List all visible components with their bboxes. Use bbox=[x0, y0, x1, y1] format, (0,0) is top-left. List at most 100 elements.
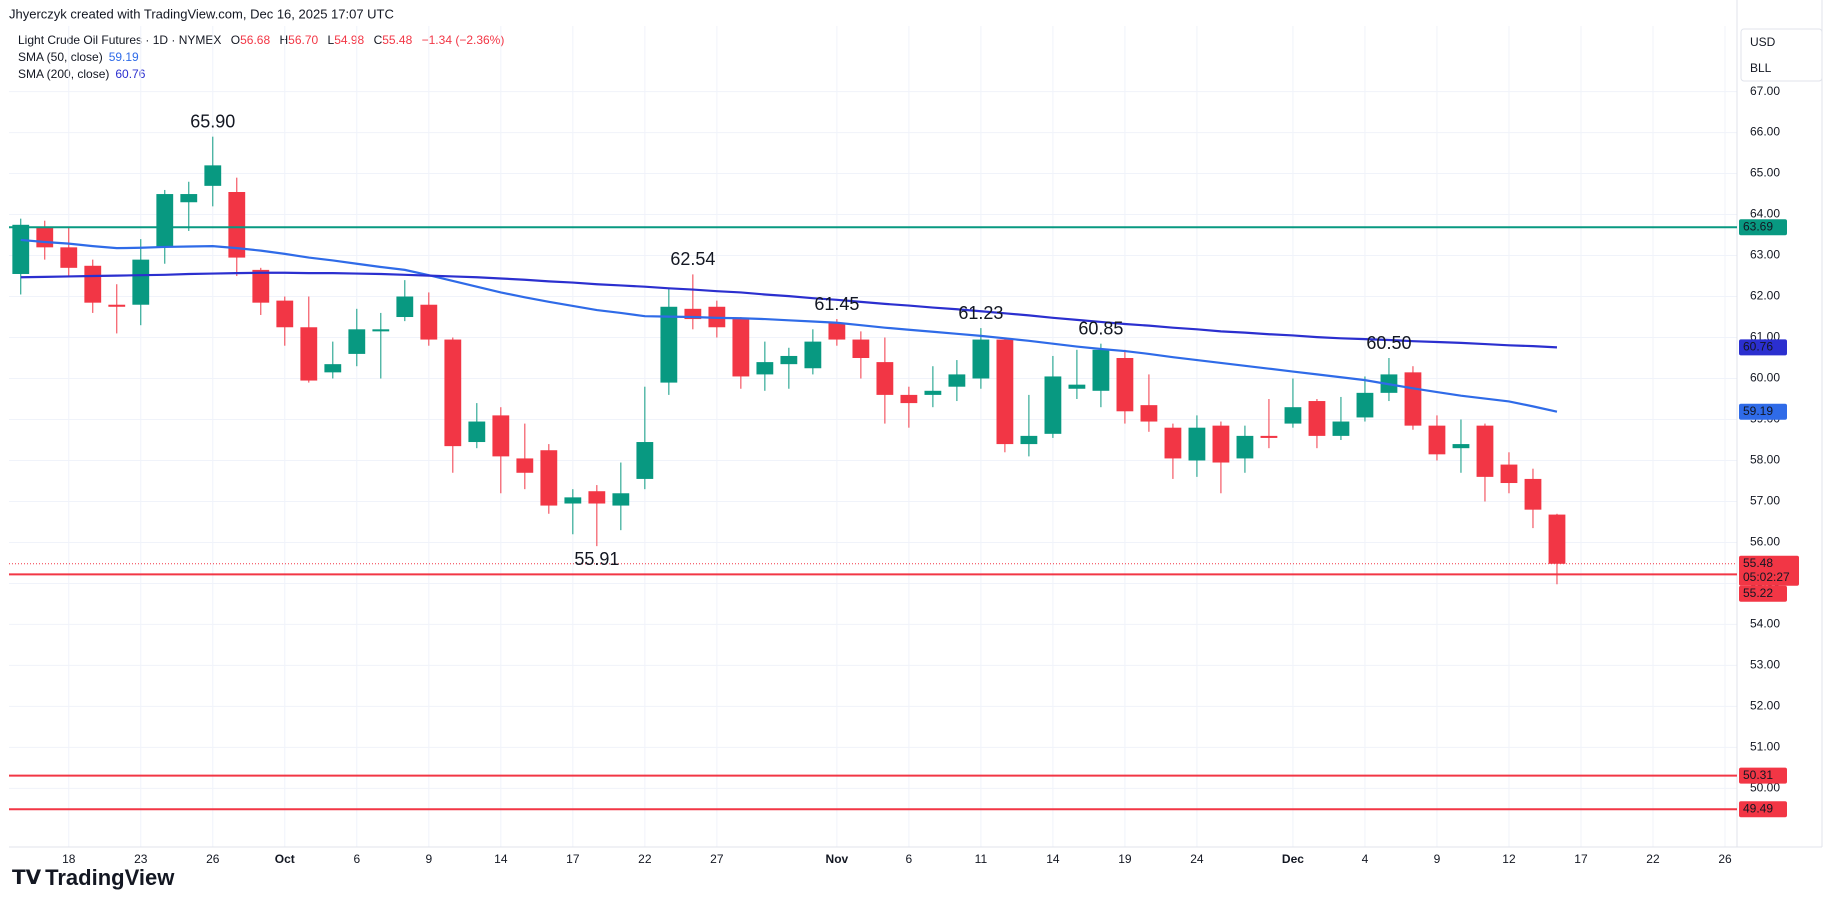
candle-body bbox=[228, 192, 246, 258]
candle-body bbox=[1068, 384, 1086, 389]
x-tick-label: 9 bbox=[1434, 852, 1441, 866]
legend-name: SMA (200, close) bbox=[18, 67, 109, 81]
y-tick-label: 60.00 bbox=[1750, 371, 1780, 385]
x-tick-label: 22 bbox=[638, 852, 652, 866]
candle-body bbox=[300, 327, 318, 381]
h-letter: H bbox=[279, 33, 288, 47]
annotation: 65.90 bbox=[190, 111, 235, 131]
candle-body bbox=[36, 226, 54, 248]
y-tick-label: 57.00 bbox=[1750, 494, 1780, 508]
x-tick-label: Oct bbox=[275, 852, 295, 866]
candle-body bbox=[276, 300, 294, 328]
x-tick-label: 22 bbox=[1646, 852, 1660, 866]
x-tick-label: 24 bbox=[1190, 852, 1204, 866]
countdown-bg bbox=[1739, 555, 1799, 586]
annotation: 60.50 bbox=[1366, 333, 1411, 353]
candle-body bbox=[444, 339, 462, 447]
candle-body bbox=[348, 329, 366, 354]
candle-body bbox=[156, 194, 174, 248]
brand-mark: 𝗧𝗩 bbox=[12, 867, 42, 889]
sma-line bbox=[20, 238, 1558, 413]
y-tick-label: 51.00 bbox=[1750, 740, 1780, 754]
y-tick-label: 52.00 bbox=[1750, 699, 1780, 713]
candle-body bbox=[852, 339, 870, 359]
hline-label-bg bbox=[1739, 585, 1787, 602]
brand: 𝗧𝗩 TradingView bbox=[12, 865, 175, 890]
credit: Jhyerczyk created with TradingView.com, … bbox=[9, 6, 394, 21]
y-tick-label: 63.00 bbox=[1750, 248, 1780, 262]
unit[interactable]: BLL bbox=[1750, 61, 1772, 75]
candle-body bbox=[732, 319, 750, 377]
annotation: 62.54 bbox=[670, 249, 715, 269]
legend-symbol: Light Crude Oil Futures · 1D · NYMEX O56… bbox=[18, 33, 504, 47]
candle-body bbox=[996, 339, 1014, 445]
legend-name: SMA (50, close) bbox=[18, 50, 103, 64]
x-tick-label: 12 bbox=[1502, 852, 1516, 866]
candle-body bbox=[1260, 435, 1278, 438]
candle-body bbox=[1236, 435, 1254, 459]
x-tick-label: 18 bbox=[62, 852, 76, 866]
grid bbox=[9, 26, 1737, 847]
candle-body bbox=[1044, 376, 1062, 434]
candle-body bbox=[684, 308, 702, 320]
candle-body bbox=[972, 339, 990, 379]
annotation: 61.23 bbox=[958, 303, 1003, 323]
x-tick-label: 26 bbox=[1718, 852, 1732, 866]
brand-name: TradingView bbox=[45, 865, 175, 890]
candle-body bbox=[660, 306, 678, 383]
x-tick-label: 27 bbox=[710, 852, 724, 866]
price-label: 55.48 bbox=[1743, 556, 1773, 570]
candle-body bbox=[204, 165, 222, 186]
y-tick-label: 67.00 bbox=[1750, 84, 1780, 98]
currency[interactable]: USD bbox=[1750, 35, 1776, 49]
candle-body bbox=[1548, 514, 1566, 564]
x-tick-label: 9 bbox=[425, 852, 432, 866]
c-letter: C bbox=[374, 33, 383, 47]
x-tick-label: 6 bbox=[353, 852, 360, 866]
x-tick-label: 11 bbox=[975, 852, 988, 866]
x-tick-label: Dec bbox=[1282, 852, 1304, 866]
l-letter: L bbox=[328, 33, 335, 47]
candle-body bbox=[1524, 478, 1542, 510]
candle-body bbox=[756, 362, 774, 375]
candle-body bbox=[420, 304, 438, 340]
hline-label-bg bbox=[1739, 767, 1787, 784]
candle-body bbox=[540, 450, 558, 506]
c-value: 55.48 bbox=[382, 33, 412, 47]
sma-label: 59.19 bbox=[1743, 404, 1773, 418]
hline-label: 63.69 bbox=[1743, 219, 1773, 233]
legend-value: 59.19 bbox=[109, 50, 139, 64]
o-letter: O bbox=[231, 33, 240, 47]
annotation: 60.85 bbox=[1078, 318, 1123, 338]
candle-body bbox=[1284, 407, 1302, 424]
symbol: Light Crude Oil Futures · 1D · NYMEX bbox=[18, 33, 221, 47]
candle-body bbox=[324, 364, 342, 373]
candle-body bbox=[1356, 392, 1374, 418]
y-tick-label: 54.00 bbox=[1750, 617, 1780, 631]
candle-body bbox=[1092, 349, 1110, 391]
candle-body bbox=[588, 491, 606, 504]
candle-body bbox=[60, 247, 78, 268]
candle-body bbox=[1020, 435, 1038, 445]
sma-label-bg bbox=[1739, 403, 1787, 420]
candle-body bbox=[492, 415, 510, 457]
candle-body bbox=[1116, 358, 1134, 412]
annotation: 55.91 bbox=[574, 549, 619, 569]
y-tick-label: 64.00 bbox=[1750, 207, 1780, 221]
sma-line bbox=[20, 271, 1558, 349]
legend-value: 60.76 bbox=[115, 67, 145, 81]
candle-body bbox=[1212, 425, 1230, 463]
x-tick-label: 6 bbox=[906, 852, 913, 866]
hline-label: 49.49 bbox=[1743, 801, 1773, 815]
legend-sma200: SMA (200, close) 60.76 bbox=[18, 67, 146, 81]
x-tick-label: 23 bbox=[134, 852, 148, 866]
y-tick-label: 53.00 bbox=[1750, 658, 1780, 672]
countdown: 05:02:27 bbox=[1743, 570, 1790, 584]
candle-body bbox=[372, 329, 390, 332]
candle-body bbox=[612, 493, 630, 506]
candle-body bbox=[1164, 427, 1182, 459]
candle-body bbox=[1404, 372, 1422, 426]
hline-label-bg bbox=[1739, 801, 1787, 818]
hline-label: 55.22 bbox=[1743, 586, 1773, 600]
